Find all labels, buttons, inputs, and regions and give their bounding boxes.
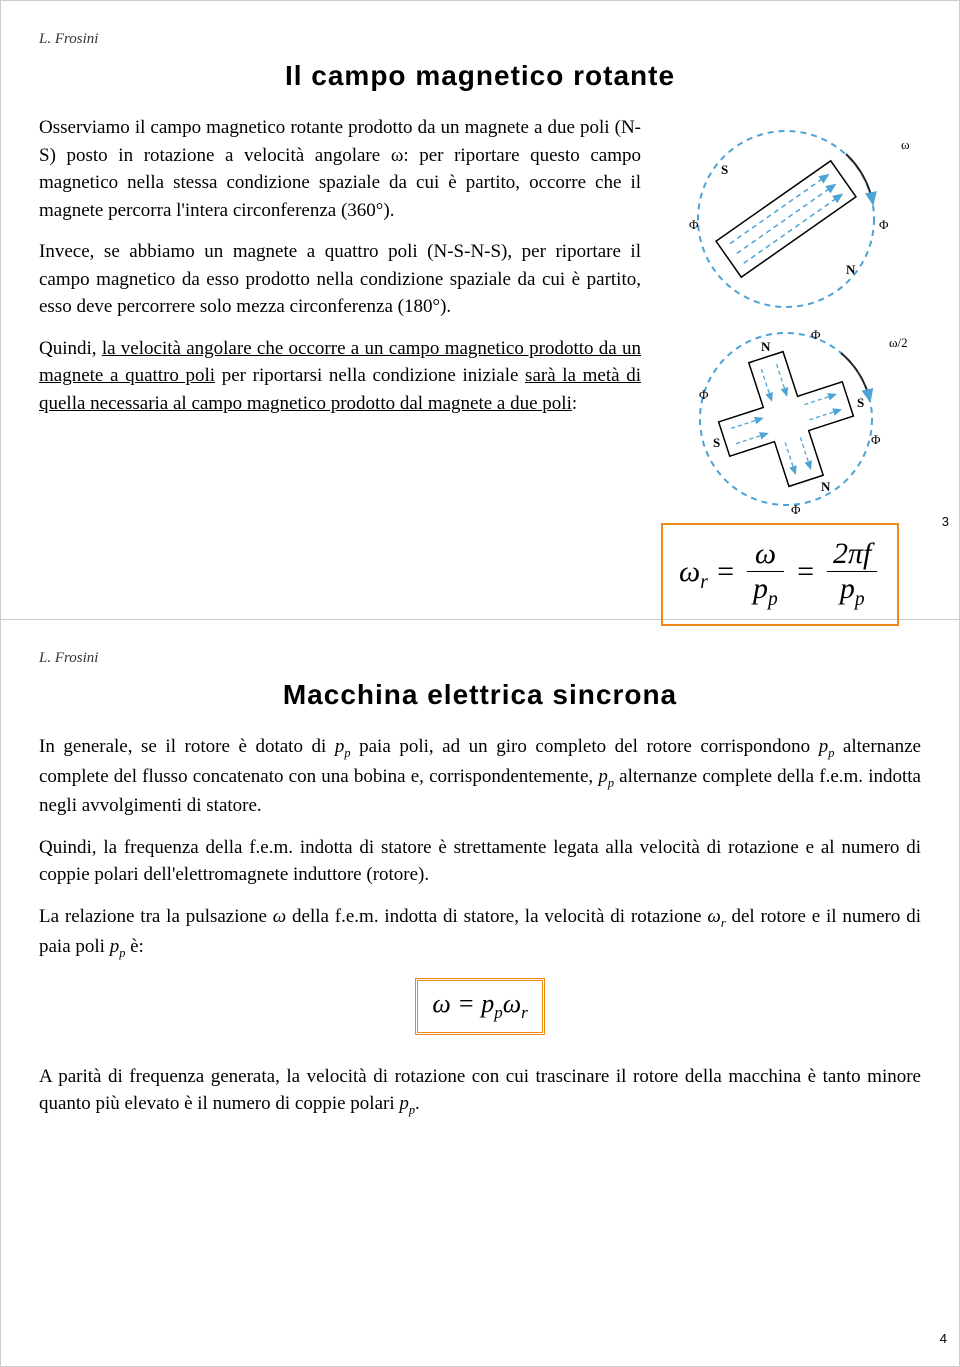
frac1-den: pp (747, 572, 784, 610)
f2-wr: ω (503, 989, 521, 1018)
phi-label-1: Φ (689, 217, 699, 232)
s2p1-a: In generale, se il rotore è dotato di (39, 736, 335, 757)
frac-1: ω pp (747, 539, 784, 610)
s2p4-b: . (415, 1093, 420, 1114)
para3-c: : (572, 393, 577, 414)
s2-paragraph-1: In generale, se il rotore è dotato di pp… (39, 733, 921, 820)
page-number: 3 (942, 514, 949, 529)
para3-b: per riportarsi nella condizione iniziale (215, 365, 525, 386)
pp-3: p (598, 766, 608, 787)
slide-page-3: L. Frosini Il campo magnetico rotante Os… (0, 0, 960, 620)
4p-n1: N (761, 339, 771, 354)
frac-2: 2πf pp (827, 539, 877, 610)
omega-half-label: ω/2 (889, 335, 908, 350)
two-pole-diagram: ω S N Φ Φ (661, 114, 921, 319)
pp-1: p (335, 736, 345, 757)
para3-a: Quindi, (39, 338, 102, 359)
frac2-num: 2πf (827, 539, 877, 572)
omega-2: ω (273, 906, 286, 927)
omega-symbol: ω (391, 145, 404, 166)
pp-2: p (819, 736, 829, 757)
f2-lhs: ω (432, 989, 450, 1018)
4p-s1: S (857, 395, 864, 410)
wr-omega: ω (679, 555, 700, 588)
s2p3-a: La relazione tra la pulsazione (39, 906, 273, 927)
pulsation-formula: ω = ppωr (415, 978, 544, 1034)
paragraph-1: Osserviamo il campo magnetico rotante pr… (39, 114, 641, 224)
f2-wr-sub: r (521, 1004, 528, 1023)
s2p3-b: della f.e.m. indotta di statore, la velo… (286, 906, 707, 927)
eq2: = (795, 555, 823, 588)
4p-s2: S (713, 435, 720, 450)
phi-4p-2: Φ (871, 432, 881, 447)
phi-4p-4: Φ (811, 327, 821, 342)
wr-sub: r (700, 572, 708, 593)
s2-paragraph-2: Quindi, la frequenza della f.e.m. indott… (39, 834, 921, 889)
omegar-a: ω (707, 906, 720, 927)
pole-n-label: N (846, 262, 856, 277)
s2-paragraph-3: La relazione tra la pulsazione ω della f… (39, 903, 921, 962)
s2p3-d: è: (125, 936, 143, 957)
phi-label-2: Φ (879, 217, 889, 232)
diagram-column: ω S N Φ Φ (661, 114, 921, 626)
page-number-2: 4 (940, 1331, 947, 1346)
content-row: Osserviamo il campo magnetico rotante pr… (39, 114, 921, 626)
author-label: L. Frosini (39, 31, 921, 48)
f2-pp: p (481, 989, 494, 1018)
slide-title: Il campo magnetico rotante (39, 60, 921, 92)
frac1-num: ω (747, 539, 784, 572)
phi-4p-3: Φ (791, 502, 801, 517)
four-pole-diagram: ω/2 N S N S (661, 319, 921, 519)
paragraph-3: Quindi, la velocità angolare che occorre… (39, 335, 641, 418)
eq1: = (715, 555, 743, 588)
s2p4-a: A parità di frequenza generata, la veloc… (39, 1066, 921, 1115)
omega-label: ω (901, 137, 910, 152)
4p-n2: N (821, 479, 831, 494)
phi-4p-1: Φ (699, 387, 709, 402)
formula-center: ω = ppωr (39, 978, 921, 1034)
slide-title-2: Macchina elettrica sincrona (39, 679, 921, 711)
frac2-den: pp (827, 572, 877, 610)
author-label-2: L. Frosini (39, 650, 921, 667)
text-column: Osserviamo il campo magnetico rotante pr… (39, 114, 641, 626)
s2-paragraph-4: A parità di frequenza generata, la veloc… (39, 1063, 921, 1120)
pole-s-label: S (721, 162, 728, 177)
pp-5: p (399, 1093, 409, 1114)
slide-page-4: L. Frosini Macchina elettrica sincrona I… (0, 620, 960, 1367)
angular-velocity-formula: ωr = ω pp = 2πf pp (661, 523, 899, 626)
f2-eq: = (457, 989, 481, 1018)
paragraph-2: Invece, se abbiamo un magnete a quattro … (39, 238, 641, 321)
s2p1-b: paia poli, ad un giro completo del rotor… (351, 736, 819, 757)
pp-4: p (110, 936, 120, 957)
f2-pp-sub: p (494, 1004, 502, 1023)
